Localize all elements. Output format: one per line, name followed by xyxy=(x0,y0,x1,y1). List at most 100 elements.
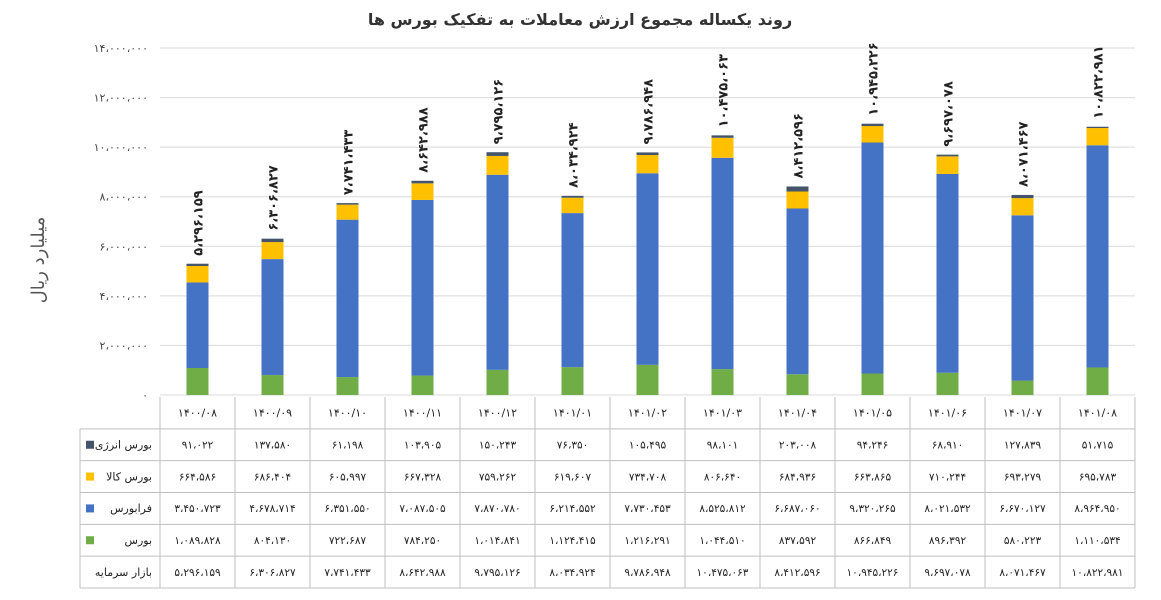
total-label: ۸،۴۱۲،۵۹۶ xyxy=(792,113,807,178)
table-cell: ۱،۲۱۶،۲۹۱ xyxy=(624,535,670,547)
legend-swatch xyxy=(86,504,94,513)
bar-segment xyxy=(186,282,209,368)
table-cell: ۷۵۹،۲۶۲ xyxy=(479,471,517,483)
series-name: فرابورس xyxy=(110,502,152,515)
table-cell: ۶۶۴،۵۸۶ xyxy=(179,471,216,483)
table-cell: ۱۰۵،۴۹۵ xyxy=(629,440,667,452)
table-cell: ۶،۶۷۰،۱۲۷ xyxy=(999,503,1046,515)
table-cell-total: ۹،۷۹۵،۱۲۶ xyxy=(474,567,520,579)
table-cell: ۴،۶۷۸،۷۱۴ xyxy=(249,503,295,515)
bar-segment xyxy=(186,367,209,395)
table-cell: ۱،۰۱۴،۸۴۱ xyxy=(474,535,520,547)
x-tick-label: ۱۴۰۰/۱۲ xyxy=(478,407,517,420)
table-cell: ۶،۲۱۴،۵۵۲ xyxy=(549,503,596,515)
table-cell: ۶۱۹،۶۰۷ xyxy=(554,471,592,483)
table-cell: ۱،۰۸۹،۸۲۸ xyxy=(174,535,221,547)
series-name: بورس xyxy=(125,534,152,547)
table-cell: ۱،۱۲۴،۴۱۵ xyxy=(549,535,596,547)
table-cell: ۸۶۶،۸۴۹ xyxy=(854,535,892,547)
table-cell: ۷،۰۸۷،۵۰۵ xyxy=(399,503,446,515)
bar-segment xyxy=(936,156,959,174)
table-cell: ۷،۷۳۰،۴۵۳ xyxy=(624,503,671,515)
table-cell: ۷۱۰،۲۴۴ xyxy=(929,471,966,483)
bar-segment xyxy=(336,377,359,395)
table-cell-total: ۸،۴۱۲،۵۹۶ xyxy=(774,567,820,579)
bar-segment xyxy=(936,372,959,395)
table-cell-total: ۵،۲۹۶،۱۵۹ xyxy=(174,567,221,579)
table-cell: ۷۸۴،۲۵۰ xyxy=(404,535,441,547)
chart-title: روند یکساله مجموع ارزش معاملات به تفکیک … xyxy=(368,10,792,29)
bar-segment xyxy=(711,157,734,370)
x-tick-label: ۱۴۰۱/۰۶ xyxy=(928,407,967,420)
table-cell: ۶۸۴،۹۳۶ xyxy=(779,471,816,483)
total-label: ۸،۰۷۱،۴۶۷ xyxy=(1017,121,1032,186)
table-cell-total: ۷،۷۴۱،۴۳۳ xyxy=(324,567,371,579)
bar-segment xyxy=(411,375,434,395)
bar-segment xyxy=(1011,194,1034,199)
table-cell: ۹۱،۰۲۲ xyxy=(182,440,214,452)
y-tick-label: ۰ xyxy=(142,389,148,402)
bar-segment xyxy=(861,126,884,143)
table-cell: ۶،۶۸۷،۰۶۰ xyxy=(774,503,820,515)
table-cell: ۱۲۷،۸۳۹ xyxy=(1004,440,1042,452)
x-tick-label: ۱۴۰۱/۰۳ xyxy=(703,407,742,420)
total-label: ۱۰،۹۴۵،۲۲۶ xyxy=(867,42,882,115)
table-cell: ۲۰۳،۰۰۸ xyxy=(779,440,817,452)
bar-segment xyxy=(711,137,734,158)
table-cell: ۱،۰۴۴،۵۱۰ xyxy=(699,535,745,547)
bar-segment xyxy=(336,219,359,378)
table-cell: ۶۶۳،۸۶۵ xyxy=(854,471,892,483)
table-cell-total: ۱۰،۹۴۵،۲۲۶ xyxy=(847,567,899,579)
bar-segment xyxy=(636,152,659,156)
bar-segment xyxy=(1086,126,1109,129)
bar-segment xyxy=(786,208,809,375)
table-cell: ۸۹۶،۳۹۲ xyxy=(929,535,967,547)
table-cell-total: ۸،۶۴۲،۹۸۸ xyxy=(399,567,446,579)
data-table: ۱۴۰۰/۰۸ ۱۴۰۰/۰۹ ۱۴۰۰/۱۰ ۱۴۰۰/۱۱ ۱۴۰۰/۱۲ ۱۴۰۱/… xyxy=(79,397,1136,589)
table-cell: ۱۰۳،۹۰۵ xyxy=(404,440,442,452)
total-label: ۷،۷۴۱،۴۳۳ xyxy=(342,130,357,195)
bar-segment xyxy=(1011,198,1034,216)
bar-segment xyxy=(411,180,434,184)
y-tick-label: ۱۲،۰۰۰،۰۰۰ xyxy=(94,92,148,105)
bar-segment xyxy=(336,203,359,205)
bar-segment xyxy=(486,369,509,395)
table-cell: ۷،۸۷۰،۷۸۰ xyxy=(474,503,520,515)
x-tick-label: ۱۴۰۰/۰۹ xyxy=(253,407,292,420)
total-label: ۱۰،۴۷۵،۰۶۳ xyxy=(717,54,732,127)
table-cell: ۸۰۶،۶۴۰ xyxy=(704,471,741,483)
bar-segment xyxy=(261,238,284,243)
bar-segment xyxy=(186,263,209,266)
x-tick-label: ۱۴۰۱/۰۵ xyxy=(853,407,892,420)
bar-segment xyxy=(1086,367,1109,395)
bar-segment xyxy=(711,369,734,395)
bar-segment xyxy=(786,186,809,192)
bar-segment xyxy=(1086,128,1109,146)
legend-swatch xyxy=(86,536,94,545)
bar-segment xyxy=(861,373,884,395)
table-cell: ۱۳۷،۵۸۰ xyxy=(254,440,291,452)
total-labels: ۵،۲۹۶،۱۵۹ ۶،۳۰۶،۸۲۷ ۷،۷۴۱،۴۳۳ ۸،۶۴۲،۹۸۸ ۹،۷۹… xyxy=(192,42,1107,255)
x-tick-label: ۱۴۰۰/۱۰ xyxy=(328,407,367,420)
table-cell: ۳،۴۵۰،۷۲۳ xyxy=(174,503,221,515)
bar-segment xyxy=(861,142,884,374)
bar-segment xyxy=(1086,145,1109,368)
x-tick-label: ۱۴۰۱/۰۲ xyxy=(628,407,667,420)
legend-swatch xyxy=(86,472,94,481)
table-cell-total: ۱۰،۸۲۲،۹۸۱ xyxy=(1072,567,1124,579)
bar-segment xyxy=(411,199,434,376)
table-cell: ۷۳۴،۷۰۸ xyxy=(629,471,667,483)
bar-segment xyxy=(186,265,209,283)
bar-segment xyxy=(1011,380,1034,395)
total-label: ۸،۶۴۲،۹۸۸ xyxy=(417,107,432,172)
bar-segment xyxy=(636,173,659,365)
table-cell: ۶۶۷،۳۲۸ xyxy=(404,471,442,483)
total-label: ۸،۰۳۴،۹۲۴ xyxy=(567,122,582,187)
table-cell: ۸،۰۲۱،۵۳۲ xyxy=(924,503,971,515)
table-cell: ۶۰۵،۹۹۷ xyxy=(329,471,367,483)
y-tick-label: ۱۰،۰۰۰،۰۰۰ xyxy=(94,141,148,154)
bar-segment xyxy=(786,374,809,395)
bar-segment xyxy=(786,191,809,209)
table-cell: ۶۹۳،۲۷۹ xyxy=(1004,471,1042,483)
